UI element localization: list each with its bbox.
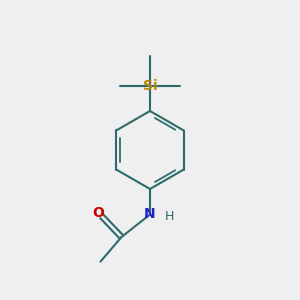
Text: H: H [164, 210, 174, 224]
Text: N: N [144, 208, 156, 221]
Text: O: O [92, 206, 104, 220]
Text: Si: Si [143, 79, 157, 92]
